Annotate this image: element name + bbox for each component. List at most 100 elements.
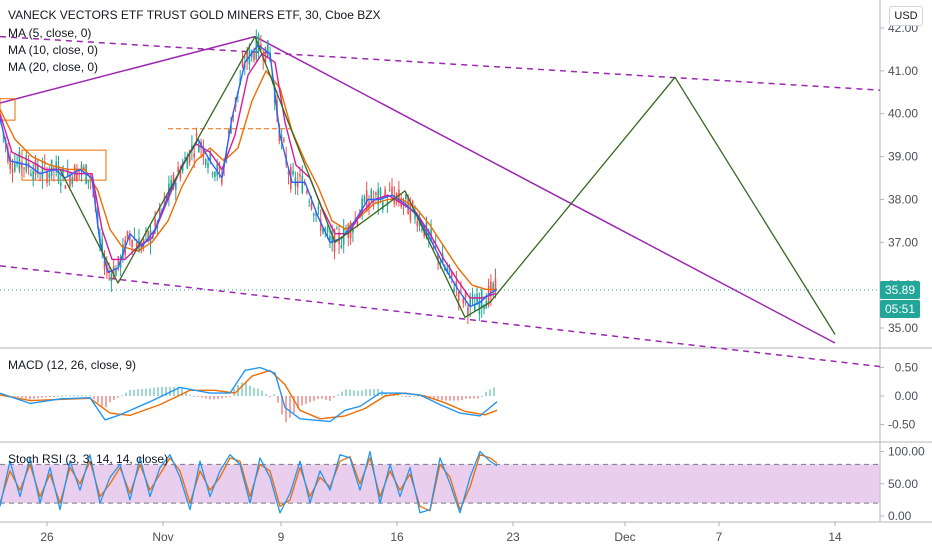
stoch-tick-label: 0.00 bbox=[888, 509, 912, 523]
macd-histogram-bar bbox=[245, 381, 247, 396]
candle-body bbox=[303, 183, 306, 185]
candle-body bbox=[32, 170, 34, 180]
macd-histogram-bar bbox=[125, 392, 127, 396]
channel-trendline bbox=[0, 35, 881, 91]
time-tick-label: Nov bbox=[152, 530, 173, 544]
macd-title[interactable]: MACD (12, 26, close, 9) bbox=[8, 358, 137, 372]
macd-histogram-bar bbox=[277, 396, 279, 403]
macd-histogram-bar bbox=[109, 396, 111, 403]
candle-body bbox=[313, 213, 315, 216]
macd-histogram-bar bbox=[437, 396, 439, 400]
annotation-box bbox=[21, 149, 107, 181]
macd-histogram-bar bbox=[301, 396, 303, 406]
macd-histogram-bar bbox=[333, 396, 335, 398]
macd-histogram-bar bbox=[433, 396, 435, 400]
macd-histogram-bar bbox=[357, 390, 359, 396]
macd-histogram-bar bbox=[369, 389, 371, 396]
candle-body bbox=[388, 189, 391, 191]
macd-histogram-bar bbox=[329, 396, 331, 401]
macd-histogram-bar bbox=[477, 396, 479, 399]
projection-line bbox=[59, 35, 836, 335]
candle-body bbox=[283, 139, 285, 142]
macd-histogram-bar bbox=[253, 387, 255, 396]
candle-body bbox=[69, 175, 71, 186]
candle-body bbox=[471, 296, 474, 298]
macd-histogram-bar bbox=[409, 396, 411, 397]
price-tick-label: 40.00 bbox=[888, 107, 918, 121]
candle-body bbox=[405, 194, 407, 199]
macd-histogram-bar bbox=[465, 396, 467, 399]
candle-body bbox=[230, 125, 232, 134]
macd-histogram-bar bbox=[469, 396, 471, 399]
candle-body bbox=[428, 231, 430, 237]
candle-body bbox=[39, 179, 41, 181]
legend-ma5[interactable]: MA (5, close, 0) bbox=[8, 26, 92, 40]
legend-ma10[interactable]: MA (10, close, 0) bbox=[8, 43, 99, 57]
candle-body bbox=[158, 206, 161, 215]
macd-histogram-bar bbox=[257, 388, 259, 396]
candle-body bbox=[23, 167, 25, 169]
time-tick-label: 26 bbox=[40, 530, 54, 544]
candle-body bbox=[172, 174, 175, 188]
candle-body bbox=[441, 253, 444, 263]
macd-histogram-bar bbox=[289, 396, 291, 418]
candle-body bbox=[306, 190, 308, 194]
candle-body bbox=[317, 206, 320, 210]
legend-ma20[interactable]: MA (20, close, 0) bbox=[8, 60, 99, 74]
macd-histogram-bar bbox=[345, 389, 347, 396]
stoch-tick-label: 100.00 bbox=[888, 445, 925, 459]
candle-body bbox=[140, 244, 143, 252]
macd-histogram-bar bbox=[321, 396, 323, 399]
candle-body bbox=[455, 281, 458, 287]
macd-line bbox=[0, 366, 498, 423]
macd-histogram-bar bbox=[117, 396, 119, 398]
candle-body bbox=[324, 228, 327, 230]
time-tick-label: 7 bbox=[716, 530, 723, 544]
currency-button[interactable]: USD bbox=[889, 6, 923, 26]
candle-body bbox=[7, 148, 9, 162]
candle-body bbox=[232, 114, 235, 118]
candle-body bbox=[267, 40, 269, 57]
macd-histogram-bar bbox=[189, 394, 191, 396]
candle-body bbox=[287, 171, 290, 175]
time-tick-label: 14 bbox=[828, 530, 842, 544]
candle-body bbox=[186, 157, 189, 169]
macd-histogram-bar bbox=[65, 395, 67, 397]
candle-body bbox=[244, 65, 246, 68]
candle-body bbox=[395, 193, 398, 198]
macd-histogram-bar bbox=[185, 391, 187, 396]
candle-body bbox=[87, 180, 90, 183]
macd-histogram-bar bbox=[349, 389, 351, 396]
stoch-rsi-title[interactable]: Stoch RSI (3, 3, 14, 14, close) bbox=[8, 452, 169, 466]
candle-body bbox=[379, 189, 382, 196]
price-tick-label: 41.00 bbox=[888, 64, 918, 78]
candle-body bbox=[382, 202, 384, 210]
candle-body bbox=[253, 53, 255, 61]
candle-body bbox=[483, 305, 485, 309]
candle-body bbox=[370, 189, 373, 202]
macd-histogram-bar bbox=[57, 395, 59, 397]
time-tick-label: 9 bbox=[278, 530, 285, 544]
ma5-line bbox=[0, 44, 498, 308]
time-tick-label: Dec bbox=[614, 530, 635, 544]
candle-body bbox=[188, 150, 191, 163]
macd-histogram-bar bbox=[29, 396, 31, 400]
candle-body bbox=[467, 307, 469, 315]
candle-body bbox=[175, 182, 177, 190]
macd-histogram-bar bbox=[133, 389, 135, 396]
price-tick-label: 38.00 bbox=[888, 192, 918, 206]
candle-body bbox=[37, 164, 39, 174]
candle-body bbox=[476, 293, 478, 305]
price-tick-label: 37.00 bbox=[888, 235, 918, 249]
candle-body bbox=[76, 168, 78, 181]
candle-body bbox=[112, 266, 115, 278]
macd-tick-label: 0.50 bbox=[888, 361, 918, 375]
candle-body bbox=[310, 203, 313, 209]
candle-body bbox=[122, 244, 124, 259]
candle-body bbox=[117, 256, 120, 267]
macd-histogram-bar bbox=[201, 396, 203, 398]
candle-body bbox=[292, 170, 294, 175]
candle-body bbox=[11, 169, 14, 173]
candle-body bbox=[147, 231, 149, 241]
